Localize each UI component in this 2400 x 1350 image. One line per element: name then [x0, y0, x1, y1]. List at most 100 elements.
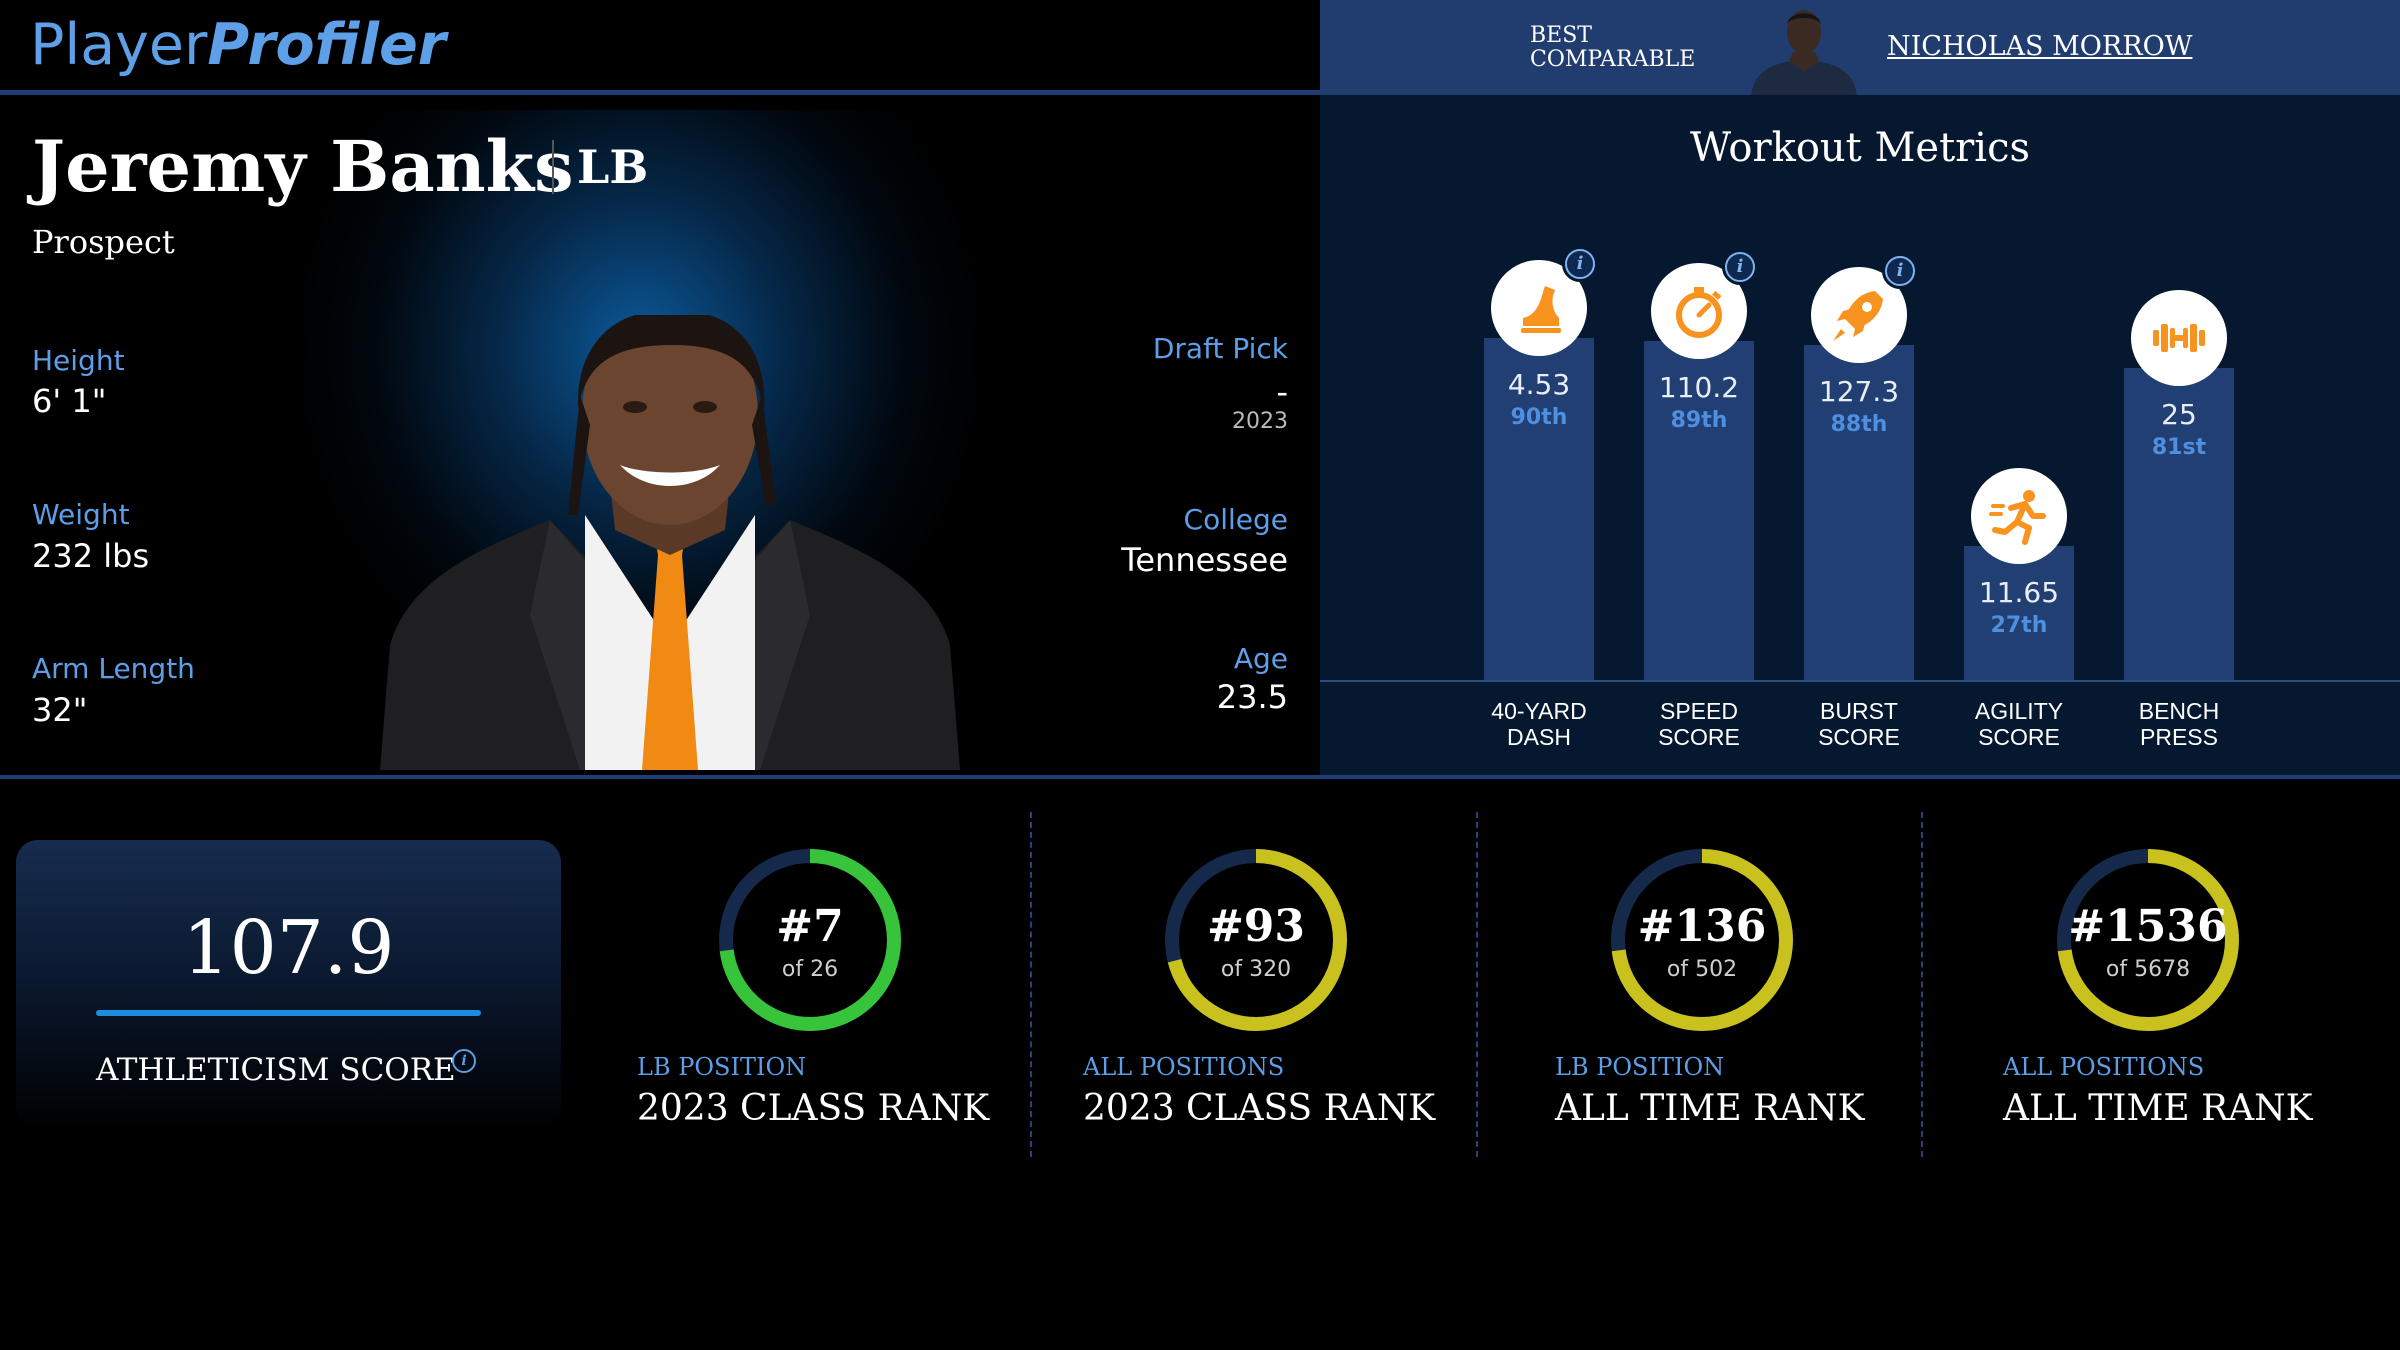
age-label: Age	[1233, 642, 1288, 675]
draft-pick-label: Draft Pick	[1152, 332, 1288, 365]
metric-info-icon[interactable]: i	[1562, 246, 1598, 282]
arm-length-value: 32"	[32, 691, 88, 729]
runner-icon	[1989, 490, 2046, 545]
rank-title: ALL TIME RANK	[2003, 1088, 2313, 1129]
metric-bar	[2124, 368, 2234, 680]
player-position: LB	[577, 140, 649, 194]
rank-of-total: of 26	[781, 957, 839, 982]
section-divider	[0, 775, 2400, 779]
metric-bar	[1484, 338, 1594, 680]
metric-value: 4.53	[1507, 368, 1571, 401]
rank-category: ALL POSITIONS	[1083, 1053, 1285, 1081]
metric-label: AGILITY SCORE	[1939, 698, 2099, 750]
metric-label-line1: BURST	[1820, 698, 1898, 724]
rank-divider	[1476, 812, 1478, 1157]
metric-info-icon[interactable]: i	[1722, 249, 1758, 285]
college-value: Tennessee	[1121, 541, 1288, 579]
rank-ring-arc	[1165, 849, 1347, 1031]
comparable-player-photo	[1751, 10, 1857, 95]
rank-category: ALL POSITIONS	[2003, 1053, 2205, 1081]
metric-info-icon[interactable]: i	[1882, 253, 1918, 289]
logo-area: PlayerProfiler	[0, 0, 1320, 95]
metric-bar	[1964, 546, 2074, 680]
rank-divider	[1921, 812, 1923, 1157]
athleticism-score-card	[16, 840, 561, 1130]
athleticism-score-label: ATHLETICISM SCORE	[96, 1052, 456, 1088]
athleticism-score-underline	[96, 1010, 481, 1016]
rank-ring-arc	[719, 849, 901, 1031]
metric-value: 110.2	[1658, 371, 1740, 404]
metric-label: BURST SCORE	[1779, 698, 1939, 750]
metric-icon-circle	[1651, 263, 1747, 359]
rocket-icon	[1833, 291, 1883, 341]
metric-value: 127.3	[1818, 375, 1900, 408]
metric-label: 40-YARD DASH	[1459, 698, 1619, 750]
metric-value: 11.65	[1978, 576, 2060, 609]
best-comparable-bar	[1320, 0, 2400, 95]
metric-percentile: 88th	[1830, 412, 1888, 437]
rank-title: 2023 CLASS RANK	[1083, 1088, 1436, 1129]
info-glyph: i	[1725, 252, 1755, 282]
metric-icon-circle	[1971, 468, 2067, 564]
rank-number: #93	[1206, 901, 1306, 952]
best-comparable-label-line2: COMPARABLE	[1530, 47, 1696, 72]
rank-category: LB POSITION	[637, 1053, 807, 1081]
comparable-player-link[interactable]: NICHOLAS MORROW	[1887, 31, 2193, 62]
top-bar: PlayerProfiler BEST COMPARABLE NICHOLAS …	[0, 0, 2400, 95]
rank-category: LB POSITION	[1555, 1053, 1725, 1081]
rank-ring-arc	[1611, 849, 1793, 1031]
rank-title: ALL TIME RANK	[1555, 1088, 1865, 1129]
rank-number: #7	[776, 901, 844, 952]
rank-ring	[719, 849, 901, 1031]
metric-label-line1: 40-YARD	[1491, 698, 1587, 724]
best-comparable-label: BEST COMPARABLE	[1530, 24, 1730, 72]
shoe-icon	[1521, 286, 1561, 333]
metric-value: 25	[2161, 398, 2197, 431]
athleticism-info-icon[interactable]: i	[452, 1049, 476, 1073]
draft-year: 2023	[1232, 409, 1288, 434]
info-glyph: i	[1885, 256, 1915, 286]
metric-label-line2: SCORE	[1818, 724, 1900, 750]
rank-ring-arc	[2057, 849, 2239, 1031]
chart-baseline	[1320, 680, 2400, 682]
best-comparable-label-line1: BEST	[1530, 23, 1592, 48]
rank-of-total: of 5678	[2105, 957, 2191, 982]
logo-text-profiler: Profiler	[207, 12, 446, 78]
height-value: 6' 1"	[32, 382, 107, 420]
info-glyph: i	[1565, 249, 1595, 279]
rank-of-total: of 320	[1220, 957, 1292, 982]
rank-ring	[2057, 849, 2239, 1031]
rank-divider	[1030, 812, 1032, 1157]
weight-value: 232 lbs	[32, 537, 150, 575]
metric-label-line2: PRESS	[2140, 724, 2218, 750]
age-value: 23.5	[1216, 678, 1288, 716]
metric-percentile: 90th	[1510, 405, 1568, 430]
metric-label-line2: SCORE	[1978, 724, 2060, 750]
rank-ring	[1611, 849, 1793, 1031]
metric-bar	[1804, 345, 1914, 680]
college-label: College	[1183, 503, 1288, 536]
player-name: Jeremy Banks	[32, 125, 574, 208]
metric-percentile: 27th	[1990, 613, 2048, 638]
arm-length-label: Arm Length	[32, 652, 195, 685]
metric-label-line1: SPEED	[1660, 698, 1738, 724]
metric-bar	[1644, 341, 1754, 680]
rank-of-total: of 502	[1666, 957, 1738, 982]
workout-metrics-title: Workout Metrics	[1689, 125, 2031, 171]
metric-label-line1: BENCH	[2138, 698, 2220, 724]
rank-number: #136	[1637, 901, 1767, 952]
barbell-icon	[2153, 324, 2205, 352]
rank-ring	[1165, 849, 1347, 1031]
metric-label-line2: SCORE	[1658, 724, 1740, 750]
name-separator	[552, 140, 554, 194]
draft-pick-value: -	[1276, 373, 1288, 411]
site-logo[interactable]: PlayerProfiler	[30, 12, 446, 78]
player-status: Prospect	[32, 223, 175, 261]
weight-label: Weight	[32, 498, 130, 531]
metric-label-line1: AGILITY	[1974, 698, 2064, 724]
rank-title: 2023 CLASS RANK	[637, 1088, 990, 1129]
height-label: Height	[32, 344, 125, 377]
logo-text-player: Player	[30, 12, 208, 78]
rank-number: #1536	[2068, 901, 2228, 952]
metric-label: BENCH PRESS	[2099, 698, 2259, 750]
